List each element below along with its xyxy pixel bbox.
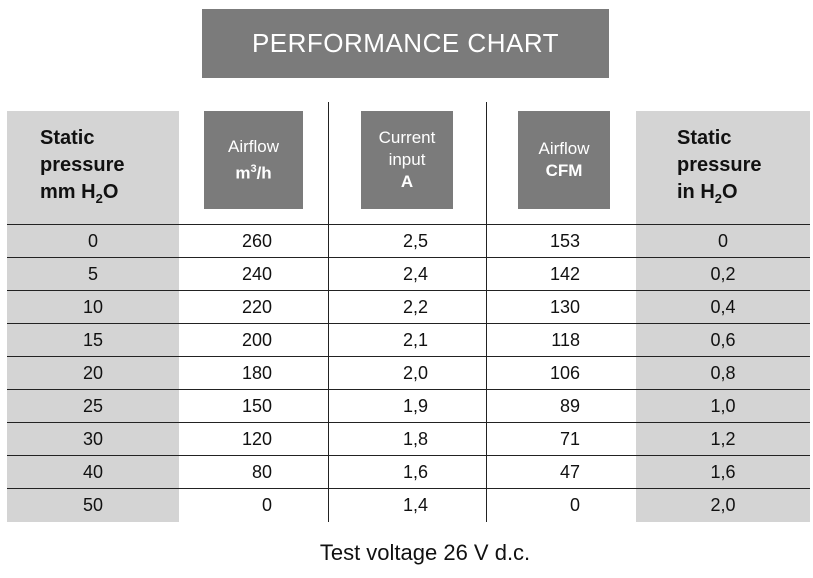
table-row: 30 120 1,8 71 1,2 xyxy=(0,423,813,456)
header-line: input xyxy=(388,150,426,169)
header-line: m xyxy=(235,163,251,183)
column-band-right xyxy=(636,224,810,522)
table-row: 40 80 1,6 47 1,6 xyxy=(0,456,813,489)
header-static-pressure-mm: Static pressure mm H2O xyxy=(7,111,179,224)
header-line: Airflow xyxy=(227,136,279,156)
cell-static-pressure-in: 0,4 xyxy=(710,297,736,317)
cell-static-pressure-mm: 15 xyxy=(82,330,104,350)
cell-current-input: 1,8 xyxy=(402,429,428,449)
cell-static-pressure-in: 1,2 xyxy=(710,429,736,449)
cell-airflow-m3h: 220 xyxy=(241,297,272,317)
cell-airflow-cfm: 0 xyxy=(569,495,580,515)
header-line: Current xyxy=(378,128,436,147)
cell-airflow-cfm: 47 xyxy=(559,462,580,482)
cell-current-input: 1,9 xyxy=(402,396,428,416)
cell-current-input: 2,5 xyxy=(402,231,428,251)
cell-airflow-cfm: 106 xyxy=(549,363,580,383)
row-divider xyxy=(7,290,810,291)
cell-airflow-m3h: 240 xyxy=(241,264,272,284)
header-airflow-cfm: Airflow CFM xyxy=(518,111,610,209)
data-table-body: 0 260 2,5 153 0 5 240 2,4 142 0,2 10 220… xyxy=(0,225,813,522)
cell-static-pressure-mm: 20 xyxy=(82,363,104,383)
header-line: O xyxy=(102,181,119,203)
table-row: 5 240 2,4 142 0,2 xyxy=(0,258,813,291)
cell-static-pressure-mm: 5 xyxy=(87,264,98,284)
cell-airflow-m3h: 260 xyxy=(241,231,272,251)
cell-airflow-m3h: 180 xyxy=(241,363,272,383)
cell-static-pressure-in: 0,6 xyxy=(710,330,736,350)
row-divider xyxy=(7,257,810,258)
header-static-pressure-in: Static pressure in H2O xyxy=(636,111,810,224)
subscript: 2 xyxy=(714,191,723,206)
test-voltage-note: Test voltage 26 V d.c. xyxy=(319,540,531,565)
row-divider xyxy=(7,455,810,456)
cell-static-pressure-mm: 25 xyxy=(82,396,104,416)
subscript: 2 xyxy=(95,191,103,206)
row-divider xyxy=(7,488,810,489)
row-divider xyxy=(7,389,810,390)
table-row: 0 260 2,5 153 0 xyxy=(0,225,813,258)
cell-static-pressure-in: 0,8 xyxy=(710,363,736,383)
cell-static-pressure-in: 1,0 xyxy=(710,396,736,416)
cell-static-pressure-in: 2,0 xyxy=(710,495,736,515)
cell-airflow-cfm: 89 xyxy=(559,396,580,416)
cell-current-input: 1,4 xyxy=(402,495,428,515)
header-line: /h xyxy=(256,163,272,183)
chart-title: PERFORMANCE CHART xyxy=(202,9,609,78)
table-row: 50 0 1,4 0 2,0 xyxy=(0,489,813,522)
header-line: Static xyxy=(40,127,95,149)
header-line: mm H xyxy=(40,181,96,203)
cell-static-pressure-in: 0,2 xyxy=(710,264,736,284)
cell-airflow-m3h: 200 xyxy=(241,330,272,350)
header-line: in H xyxy=(677,181,715,203)
cell-static-pressure-in: 0 xyxy=(717,231,728,251)
row-divider xyxy=(7,224,810,225)
row-divider xyxy=(7,356,810,357)
cell-airflow-m3h: 120 xyxy=(241,429,272,449)
table-row: 25 150 1,9 89 1,0 xyxy=(0,390,813,423)
cell-static-pressure-mm: 0 xyxy=(87,231,98,251)
cell-static-pressure-in: 1,6 xyxy=(710,462,736,482)
cell-static-pressure-mm: 10 xyxy=(82,297,104,317)
cell-airflow-cfm: 71 xyxy=(559,429,580,449)
header-line: A xyxy=(400,172,414,191)
superscript: 3 xyxy=(250,162,257,175)
header-current-input: Current input A xyxy=(361,111,453,209)
cell-current-input: 1,6 xyxy=(402,462,428,482)
cell-current-input: 2,0 xyxy=(402,363,428,383)
cell-airflow-m3h: 0 xyxy=(261,495,272,515)
cell-airflow-m3h: 80 xyxy=(251,462,272,482)
table-row: 10 220 2,2 130 0,4 xyxy=(0,291,813,324)
table-row: 20 180 2,0 106 0,8 xyxy=(0,357,813,390)
header-airflow-m3h: Airflow m3/h xyxy=(204,111,303,209)
column-divider xyxy=(328,102,329,522)
cell-static-pressure-mm: 40 xyxy=(82,462,104,482)
header-line: O xyxy=(722,181,738,203)
cell-airflow-m3h: 150 xyxy=(241,396,272,416)
row-divider xyxy=(7,422,810,423)
cell-airflow-cfm: 130 xyxy=(549,297,580,317)
header-line: pressure xyxy=(677,154,762,176)
cell-static-pressure-mm: 50 xyxy=(82,495,104,515)
header-line: pressure xyxy=(40,154,125,176)
cell-airflow-cfm: 142 xyxy=(549,264,580,284)
column-divider xyxy=(486,102,487,522)
cell-current-input: 2,4 xyxy=(402,264,428,284)
cell-current-input: 2,2 xyxy=(402,297,428,317)
table-row: 15 200 2,1 118 0,6 xyxy=(0,324,813,357)
cell-static-pressure-mm: 30 xyxy=(82,429,104,449)
cell-airflow-cfm: 118 xyxy=(551,330,580,350)
cell-current-input: 2,1 xyxy=(402,330,428,350)
row-divider xyxy=(7,323,810,324)
column-band-left xyxy=(7,224,179,522)
header-line: Static xyxy=(677,127,732,149)
header-line: Airflow xyxy=(538,139,590,158)
header-line: CFM xyxy=(545,161,583,180)
cell-airflow-cfm: 153 xyxy=(549,231,580,251)
